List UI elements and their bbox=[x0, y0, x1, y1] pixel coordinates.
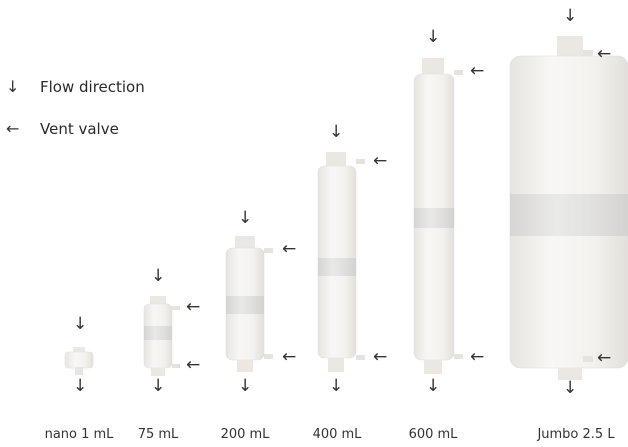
arrow-left-icon: ← bbox=[597, 348, 612, 368]
arrow-down-icon: ↓ bbox=[563, 378, 578, 398]
capsule-label-600ml: 600 mL bbox=[408, 427, 458, 442]
arrow-down-icon: ↓ bbox=[426, 376, 441, 396]
arrow-down-icon: ↓ bbox=[73, 376, 88, 396]
capsule-75ml bbox=[143, 296, 180, 376]
arrow-left-icon: ← bbox=[597, 44, 612, 64]
arrow-left-icon: ← bbox=[373, 151, 388, 171]
arrow-left-icon: ← bbox=[186, 355, 201, 375]
arrow-left-icon: ← bbox=[282, 347, 297, 367]
arrow-left-icon: ← bbox=[282, 239, 297, 259]
capsule-nano-1ml bbox=[64, 347, 94, 375]
arrow-down-icon: ↓ bbox=[151, 376, 166, 396]
capsule-600ml bbox=[413, 58, 463, 374]
arrow-left-icon: ← bbox=[186, 297, 201, 317]
legend-flow-label: Flow direction bbox=[40, 77, 145, 96]
arrow-left-icon: ← bbox=[470, 347, 485, 367]
capsule-400ml bbox=[317, 152, 365, 372]
capsule-jumbo-2-5l bbox=[509, 36, 628, 380]
arrow-down-icon: ↓ bbox=[563, 6, 578, 26]
arrow-down-icon: ↓ bbox=[238, 208, 253, 228]
capsule-label-400ml: 400 mL bbox=[312, 427, 362, 442]
arrow-down-icon: ↓ bbox=[238, 376, 253, 396]
arrow-down-icon: ↓ bbox=[426, 27, 441, 47]
arrow-down-icon: ↓ bbox=[329, 122, 344, 142]
arrow-left-icon: ← bbox=[470, 61, 485, 81]
capsule-label-nano: nano 1 mL bbox=[44, 427, 114, 442]
arrow-left-icon: ← bbox=[373, 347, 388, 367]
legend-vent-valve: ← Vent valve bbox=[6, 119, 119, 138]
capsule-label-jumbo: Jumbo 2.5 L bbox=[537, 427, 615, 442]
legend-flow-direction: ↓ Flow direction bbox=[6, 77, 145, 96]
arrow-down-icon: ↓ bbox=[329, 376, 344, 396]
legend-vent-label: Vent valve bbox=[40, 119, 119, 138]
capsule-label-75ml: 75 mL bbox=[137, 427, 179, 442]
arrow-down-icon: ↓ bbox=[151, 266, 166, 286]
arrow-down-icon: ↓ bbox=[73, 314, 88, 334]
capsule-label-200ml: 200 mL bbox=[220, 427, 270, 442]
arrow-left-icon: ← bbox=[6, 119, 20, 138]
arrow-down-icon: ↓ bbox=[6, 77, 20, 96]
capsule-200ml bbox=[225, 236, 273, 372]
